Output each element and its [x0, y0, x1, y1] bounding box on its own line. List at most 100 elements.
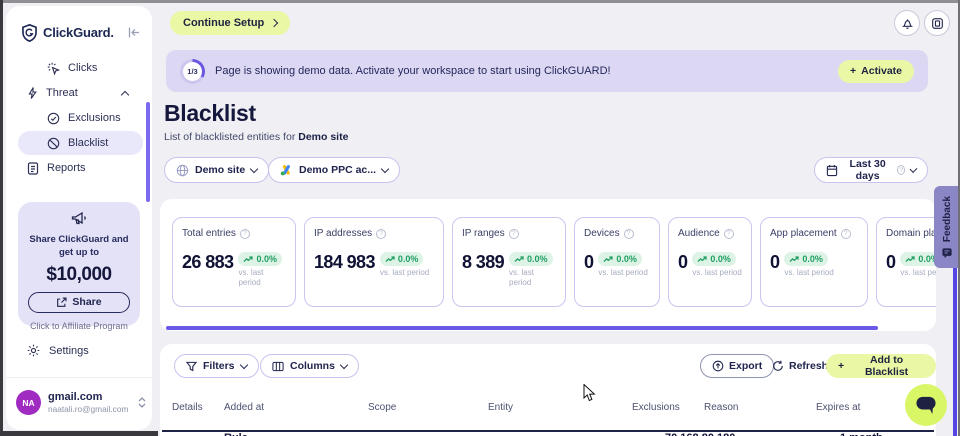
external-link-icon [56, 297, 67, 308]
window-edge-top [0, 0, 960, 3]
table-cell-entity: 70.168.80.180 [665, 432, 735, 436]
question-icon[interactable]: ? [508, 228, 519, 239]
column-header-exclusions[interactable]: Exclusions [632, 402, 680, 413]
column-header-entity[interactable]: Entity [488, 402, 514, 413]
stat-card-ip-ranges: IP ranges? 8 389 0.0% vs. last period [452, 217, 566, 307]
logo: ClickGuard. [6, 6, 152, 50]
stat-card-domain-placement: Domain pla? 0 0.0% vs. last per [876, 217, 936, 307]
column-header-expires-at[interactable]: Expires at [816, 402, 861, 413]
sidebar-item-label: Reports [47, 162, 86, 174]
trend-up-icon [789, 255, 800, 262]
chevron-down-icon [339, 360, 349, 369]
feedback-tab[interactable]: Feedback [934, 186, 960, 268]
stat-label: IP ranges [462, 228, 505, 239]
gear-icon [27, 344, 40, 357]
stat-vs-label: vs. last period [692, 268, 742, 277]
chevron-up-icon [120, 90, 130, 99]
user-menu[interactable]: NA gmail.com naatali.ro@gmail.com [16, 390, 146, 415]
stats-horizontal-scrollbar[interactable] [166, 326, 878, 330]
question-icon[interactable]: ? [623, 228, 634, 239]
add-to-blacklist-button[interactable]: + Add to Blacklist [826, 354, 936, 378]
sidebar-scrollbar[interactable] [146, 102, 150, 202]
trend-badge: 0.0% [692, 252, 736, 266]
site-selector[interactable]: Demo site [164, 157, 270, 183]
window-edge-left [0, 0, 3, 436]
notifications-button[interactable] [894, 10, 920, 36]
stat-vs-label: vs. last period [238, 268, 264, 288]
filters-button[interactable]: Filters [174, 354, 259, 378]
share-button[interactable]: Share [28, 291, 130, 313]
sidebar-item-clicks[interactable]: Clicks [6, 56, 152, 80]
export-icon [712, 360, 724, 372]
export-button[interactable]: Export [700, 354, 775, 378]
date-range-selector[interactable]: Last 30 days ? [814, 157, 928, 183]
stat-label: IP addresses [314, 228, 373, 239]
columns-button[interactable]: Columns [260, 354, 359, 378]
question-icon[interactable]: ? [723, 228, 734, 239]
cursor-click-icon [47, 62, 60, 75]
user-name: gmail.com [48, 390, 103, 403]
collapse-sidebar-icon[interactable] [128, 27, 140, 38]
sidebar-item-reports[interactable]: Reports [6, 156, 152, 180]
sidebar-item-threat[interactable]: Threat [6, 81, 152, 105]
stats-panel: Total entries? 26 883 0.0% vs. last peri… [160, 199, 936, 331]
google-ads-icon [280, 164, 293, 176]
trend-badge: 0.0% [238, 252, 282, 266]
question-icon[interactable]: ? [376, 228, 387, 239]
document-icon [27, 161, 39, 175]
page-vertical-scrollbar[interactable] [953, 262, 957, 436]
sidebar-divider [6, 377, 152, 378]
sidebar-item-exclusions[interactable]: Exclusions [6, 106, 152, 130]
trend-badge: 0.0% [900, 252, 936, 266]
window-edge-right [958, 0, 960, 436]
promo-affiliate-link[interactable]: Click to Affiliate Program [30, 320, 128, 331]
sidebar-nav: Clicks Threat Exclusions [6, 56, 152, 180]
megaphone-icon [70, 211, 88, 226]
sidebar-item-label: Threat [46, 87, 78, 99]
stat-card-app-placement: App placement? 0 0.0% vs. last period [760, 217, 868, 307]
shield-logo-icon [21, 23, 38, 42]
stat-label: Devices [584, 228, 620, 239]
sidebar: ClickGuard. Clicks Threat [6, 6, 152, 430]
continue-setup-button[interactable]: Continue Setup [170, 11, 291, 35]
chevron-down-icon [249, 164, 259, 173]
ban-icon [47, 137, 60, 150]
brand-name: ClickGuard. [43, 25, 114, 40]
calendar-icon [826, 164, 838, 177]
column-header-scope[interactable]: Scope [368, 402, 397, 413]
column-header-reason[interactable]: Reason [704, 402, 739, 413]
stat-value: 0 [584, 252, 594, 272]
bell-icon [901, 17, 914, 30]
affiliate-promo-card[interactable]: Share ClickGuard and get up to $10,000 S… [18, 202, 140, 331]
table-cell-added-at: Rule [224, 432, 248, 436]
page-subtitle: List of blacklisted entities for Demo si… [164, 131, 349, 143]
activate-button[interactable]: + Activate [838, 59, 914, 83]
stat-vs-label: vs. last per [900, 268, 936, 277]
stat-value: 26 883 [182, 252, 234, 272]
chat-launcher-button[interactable] [905, 384, 947, 426]
chevron-down-icon [380, 164, 390, 173]
user-email: naatali.ro@gmail.com [48, 404, 129, 415]
chevron-down-icon [909, 164, 918, 173]
columns-icon [272, 361, 284, 372]
trend-badge: 0.0% [379, 252, 424, 266]
plus-icon: + [850, 65, 857, 77]
question-icon[interactable]: ? [840, 228, 851, 239]
column-header-added-at[interactable]: Added at [224, 402, 265, 413]
trend-up-icon [905, 255, 916, 262]
user-meta: gmail.com naatali.ro@gmail.com [48, 391, 128, 414]
ppc-account-selector[interactable]: Demo PPC ac... [268, 157, 401, 183]
lightning-icon [27, 86, 38, 100]
stat-vs-label: vs. last period [509, 268, 534, 288]
stats-row: Total entries? 26 883 0.0% vs. last peri… [172, 217, 936, 307]
sidebar-item-blacklist[interactable]: Blacklist [18, 131, 143, 155]
refresh-button[interactable]: Refresh [772, 354, 828, 378]
stat-card-devices: Devices? 0 0.0% vs. last period [574, 217, 660, 307]
feedback-label: Feedback [941, 195, 953, 243]
demo-data-banner: 1/3 Page is showing demo data. Activate … [166, 50, 928, 92]
question-icon[interactable]: ? [239, 228, 250, 239]
sidebar-item-settings[interactable]: Settings [27, 344, 89, 357]
chevron-updown-icon [138, 397, 146, 408]
docs-button[interactable] [924, 10, 950, 36]
column-header-details[interactable]: Details [172, 402, 203, 413]
